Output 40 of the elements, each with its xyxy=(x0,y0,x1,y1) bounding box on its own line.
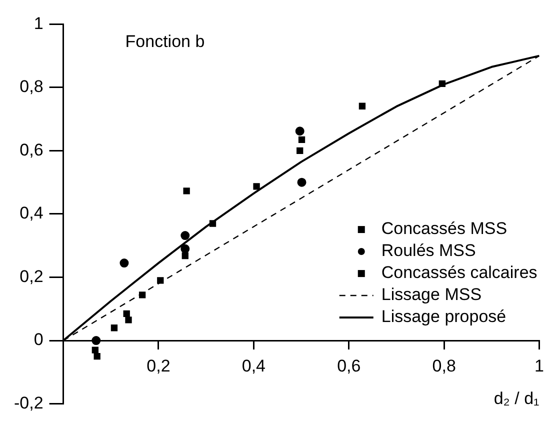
y-tick-label: 0 xyxy=(34,330,44,350)
point xyxy=(298,136,306,143)
x-tick-label: 0,4 xyxy=(242,356,266,376)
point xyxy=(180,231,190,240)
point xyxy=(297,178,306,187)
point xyxy=(183,188,190,194)
text: Fonction b xyxy=(125,32,205,51)
legend-label: Concassés MSS xyxy=(381,219,508,238)
point xyxy=(296,147,304,154)
legend-label: Concassés calcaires xyxy=(381,263,538,282)
legend-label: Lissage MSS xyxy=(381,285,482,304)
y-tick-label: 1 xyxy=(34,14,44,33)
point xyxy=(92,346,99,354)
point xyxy=(438,80,446,87)
point xyxy=(125,316,132,324)
point xyxy=(358,102,366,110)
point xyxy=(209,220,216,227)
y-tick-label: 0,4 xyxy=(20,204,44,223)
point xyxy=(157,277,164,284)
x-tick-label: 0,8 xyxy=(432,356,456,376)
point xyxy=(138,292,146,298)
point xyxy=(295,126,304,136)
point xyxy=(182,252,188,260)
point xyxy=(253,183,260,190)
y-tick-label: 0,6 xyxy=(20,140,44,160)
x-tick-label: 1 xyxy=(534,356,544,376)
point xyxy=(110,324,118,332)
x-axis-title: d₂ / d₁ xyxy=(494,388,540,408)
legend-label: Lissage proposé xyxy=(381,307,506,326)
y-tick-label: -0,2 xyxy=(14,393,44,412)
y-tick-label: 0,8 xyxy=(20,77,44,96)
legend-label: Roulés MSS xyxy=(381,241,476,260)
point xyxy=(120,258,129,268)
x-tick-label: 0,2 xyxy=(146,356,170,376)
y-tick-label: 0,2 xyxy=(20,266,44,286)
point xyxy=(123,310,130,317)
x-tick-label: 0,6 xyxy=(337,356,361,376)
point xyxy=(180,244,190,254)
point xyxy=(92,336,101,346)
point xyxy=(94,353,100,360)
